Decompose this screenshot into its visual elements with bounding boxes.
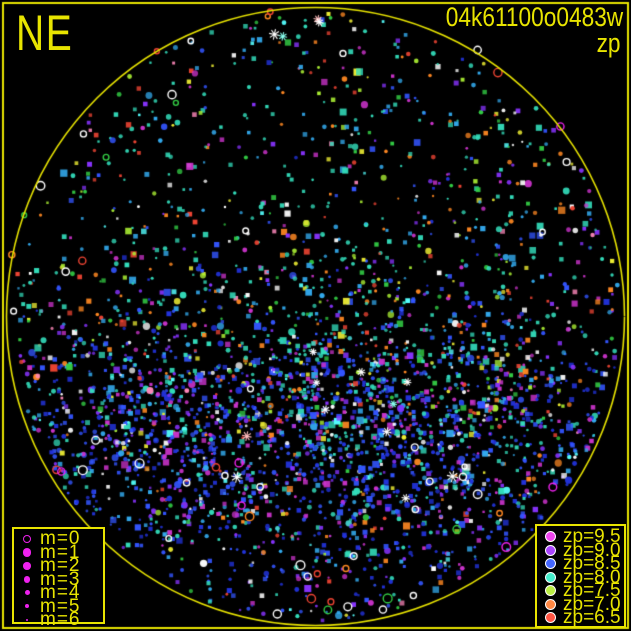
magnitude-symbol <box>14 548 40 557</box>
zeropoint-legend: zp=9.5 zp=9.0 zp=8.5 zp=8.0 zp=7.5 zp=7.0 zp=6… <box>535 524 626 628</box>
magnitude-label: m=1 <box>40 541 81 563</box>
magnitude-label: m=6 <box>40 609 81 630</box>
magnitude-legend-row: m=4 <box>14 582 103 603</box>
magnitude-label: m=5 <box>40 595 81 617</box>
zeropoint-symbol <box>537 585 563 597</box>
magnitude-legend-row: m=3 <box>14 568 103 590</box>
magnitude-dot-icon <box>23 562 31 570</box>
magnitude-label: m=2 <box>40 555 81 576</box>
zeropoint-legend-row: zp=8.0 <box>537 566 624 588</box>
zeropoint-symbol <box>537 544 563 556</box>
zeropoint-symbol <box>537 598 563 610</box>
magnitude-label: m=4 <box>40 582 81 603</box>
magnitude-symbol <box>14 618 40 621</box>
zeropoint-legend-row: zp=7.5 <box>537 580 624 601</box>
zeropoint-label: zp=9.0 <box>563 539 621 561</box>
magnitude-symbol <box>14 590 40 596</box>
zeropoint-label: zp=7.0 <box>563 593 621 615</box>
zeropoint-legend-row: zp=8.5 <box>537 553 624 574</box>
orientation-label: NE <box>16 5 74 61</box>
zeropoint-dot-icon <box>544 598 556 610</box>
zeropoint-symbol <box>537 612 563 624</box>
zeropoint-label: zp=7.5 <box>563 580 621 601</box>
zeropoint-label: zp=8.5 <box>563 553 621 574</box>
zeropoint-dot-icon <box>544 585 556 597</box>
zeropoint-symbol <box>537 571 563 583</box>
magnitude-legend-row: m=6 <box>14 609 103 630</box>
zeropoint-label: zp=8.0 <box>563 566 621 588</box>
magnitude-dot-icon <box>25 604 29 609</box>
magnitude-dot-icon <box>24 590 30 596</box>
magnitude-dot-icon <box>22 534 32 543</box>
magnitude-label: m=0 <box>40 528 81 549</box>
magnitude-legend-row: m=5 <box>14 595 103 617</box>
magnitude-legend-row: m=0 <box>14 528 103 549</box>
magnitude-dot-icon <box>25 618 29 621</box>
magnitude-legend: m=0 m=1 m=2 m=3 m=4 m=5 m=6 <box>12 527 105 630</box>
magnitude-symbol <box>14 576 40 583</box>
filter-label: zp <box>597 28 621 58</box>
zeropoint-dot-icon <box>544 571 556 583</box>
zeropoint-symbol <box>537 558 563 570</box>
magnitude-dot-icon <box>22 548 32 557</box>
magnitude-label: m=3 <box>40 568 81 590</box>
magnitude-dot-icon <box>23 576 31 583</box>
magnitude-legend-row: m=1 <box>14 541 103 563</box>
zeropoint-symbol <box>537 531 563 543</box>
zeropoint-dot-icon <box>544 531 556 543</box>
zeropoint-legend-row: zp=7.0 <box>537 593 624 615</box>
magnitude-symbol <box>14 562 40 570</box>
magnitude-symbol <box>14 534 40 543</box>
magnitude-symbol <box>14 604 40 609</box>
zeropoint-dot-icon <box>544 612 556 624</box>
magnitude-legend-row: m=2 <box>14 555 103 576</box>
zeropoint-dot-icon <box>544 544 556 556</box>
exposure-id-label: 04k61100o0483w <box>445 2 623 32</box>
zeropoint-label: zp=9.5 <box>563 526 621 547</box>
zeropoint-legend-row: zp=6.5 <box>537 607 624 628</box>
zeropoint-legend-row: zp=9.0 <box>537 539 624 561</box>
zeropoint-label: zp=6.5 <box>563 607 621 628</box>
zeropoint-dot-icon <box>544 558 556 570</box>
zeropoint-legend-row: zp=9.5 <box>537 526 624 547</box>
